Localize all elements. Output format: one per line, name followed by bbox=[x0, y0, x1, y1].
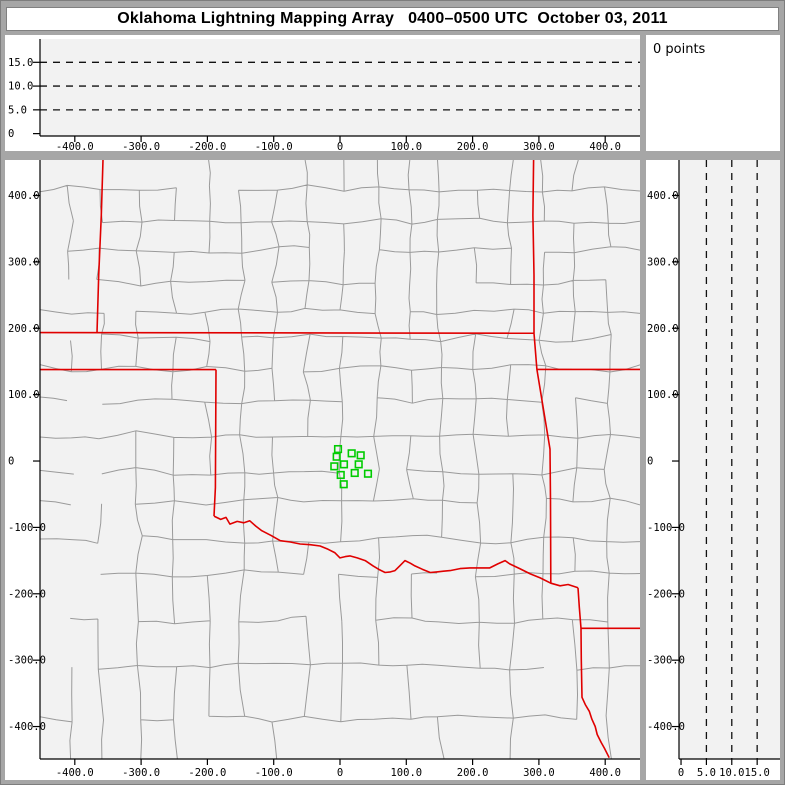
ew-distance-ticks: -400.0 -300.0 -200.0 -100.0 0 100.0 200.0 300.0… bbox=[56, 759, 621, 779]
svg-text:0: 0 bbox=[337, 767, 343, 779]
plan-view-map-panel: -400.0 -300.0 -200.0 -100.0 0 100.0 200.0 300.0… bbox=[5, 160, 640, 780]
svg-text:400.0: 400.0 bbox=[589, 767, 621, 779]
svg-text:200.0: 200.0 bbox=[647, 323, 679, 335]
svg-text:-300.0: -300.0 bbox=[8, 655, 46, 667]
plot-background bbox=[40, 39, 640, 136]
svg-text:-200.0: -200.0 bbox=[188, 767, 226, 779]
svg-text:400.0: 400.0 bbox=[647, 190, 679, 202]
plan-view-group: -400.0 -300.0 -200.0 -100.0 0 100.0 200.0 300.0… bbox=[8, 160, 640, 779]
state-border-line bbox=[533, 333, 552, 584]
plan-view-map: -400.0 -300.0 -200.0 -100.0 0 100.0 200.0 300.0… bbox=[8, 160, 640, 779]
state-borders bbox=[40, 160, 640, 759]
altitude-ew-plot: 0 5.0 10.0 15.0 -400.0 -300.0 -200.0 -100.0 0 100… bbox=[8, 39, 640, 151]
svg-text:-100.0: -100.0 bbox=[8, 522, 46, 534]
lma-station-marker bbox=[363, 469, 373, 478]
svg-text:15.0: 15.0 bbox=[745, 767, 770, 779]
lma-station-marker bbox=[339, 480, 348, 489]
svg-text:100.0: 100.0 bbox=[390, 141, 422, 151]
svg-text:300.0: 300.0 bbox=[647, 256, 679, 268]
svg-text:-200.0: -200.0 bbox=[188, 141, 226, 151]
svg-text:0: 0 bbox=[678, 767, 684, 779]
ew-distance-ticks: -400.0 -300.0 -200.0 -100.0 0 100.0 200.0 300.0… bbox=[56, 136, 621, 151]
svg-text:5.0: 5.0 bbox=[697, 767, 716, 779]
lma-station-marker bbox=[336, 470, 345, 480]
svg-text:-100.0: -100.0 bbox=[647, 522, 685, 534]
lma-station-marker bbox=[347, 449, 356, 458]
points-count-label: 0 points bbox=[653, 42, 706, 57]
svg-text:400.0: 400.0 bbox=[8, 190, 40, 202]
altitude-ew-panel: 0 5.0 10.0 15.0 -400.0 -300.0 -200.0 -100.0 0 100… bbox=[5, 35, 640, 151]
svg-text:-400.0: -400.0 bbox=[56, 767, 94, 779]
altitude-ns-panel: -400.0 -300.0 -200.0 -100.0 0 100.0 200.0 300.0… bbox=[646, 160, 780, 780]
svg-text:15.0: 15.0 bbox=[8, 57, 33, 69]
lma-station-marker bbox=[332, 452, 341, 461]
altitude-dashed-gridlines bbox=[705, 160, 758, 759]
svg-text:400.0: 400.0 bbox=[589, 141, 621, 151]
svg-text:300.0: 300.0 bbox=[523, 141, 555, 151]
lma-station-marker bbox=[330, 462, 339, 471]
altitude-ew-group: 0 5.0 10.0 15.0 -400.0 -300.0 -200.0 -100.0 0 100… bbox=[8, 39, 640, 151]
svg-text:100.0: 100.0 bbox=[8, 389, 40, 401]
page-title: Oklahoma Lightning Mapping Array 0400–05… bbox=[117, 10, 668, 27]
title-bar: Oklahoma Lightning Mapping Array 0400–05… bbox=[6, 7, 779, 31]
lma-stations bbox=[330, 444, 373, 489]
lma-station-marker bbox=[333, 444, 343, 454]
points-count-panel: 0 points bbox=[646, 35, 780, 151]
svg-text:-400.0: -400.0 bbox=[8, 721, 46, 733]
lma-station-marker bbox=[339, 460, 349, 469]
state-border-line bbox=[96, 160, 104, 333]
svg-text:100.0: 100.0 bbox=[390, 767, 422, 779]
state-border-line bbox=[40, 331, 535, 334]
svg-text:200.0: 200.0 bbox=[457, 141, 489, 151]
svg-text:-100.0: -100.0 bbox=[255, 141, 293, 151]
svg-text:10.0: 10.0 bbox=[719, 767, 744, 779]
svg-text:-200.0: -200.0 bbox=[647, 588, 685, 600]
lma-station-marker bbox=[356, 451, 365, 460]
svg-text:200.0: 200.0 bbox=[8, 323, 40, 335]
svg-text:-100.0: -100.0 bbox=[255, 767, 293, 779]
altitude-ns-group: -400.0 -300.0 -200.0 -100.0 0 100.0 200.0 300.0… bbox=[647, 160, 780, 779]
svg-text:0: 0 bbox=[8, 456, 14, 468]
svg-text:-400.0: -400.0 bbox=[647, 721, 685, 733]
state-border-line bbox=[532, 160, 535, 334]
state-border-line bbox=[213, 515, 579, 589]
ns-distance-ticks: -400.0 -300.0 -200.0 -100.0 0 100.0 200.0 300.0… bbox=[8, 190, 46, 733]
altitude-dashed-gridlines bbox=[40, 61, 640, 111]
altitude-ns-plot: -400.0 -300.0 -200.0 -100.0 0 100.0 200.0 300.0… bbox=[647, 160, 780, 779]
svg-text:-300.0: -300.0 bbox=[122, 141, 160, 151]
lma-station-marker bbox=[350, 468, 359, 478]
svg-text:200.0: 200.0 bbox=[457, 767, 489, 779]
svg-text:-300.0: -300.0 bbox=[647, 655, 685, 667]
lma-station-marker bbox=[354, 460, 363, 469]
svg-text:5.0: 5.0 bbox=[8, 104, 27, 116]
svg-text:0: 0 bbox=[647, 456, 653, 468]
svg-text:300.0: 300.0 bbox=[8, 256, 40, 268]
svg-text:100.0: 100.0 bbox=[647, 389, 679, 401]
svg-text:300.0: 300.0 bbox=[523, 767, 555, 779]
plot-background bbox=[679, 160, 780, 759]
ns-distance-ticks: -400.0 -300.0 -200.0 -100.0 0 100.0 200.0 300.0… bbox=[647, 190, 685, 733]
svg-text:-200.0: -200.0 bbox=[8, 588, 46, 600]
svg-text:-400.0: -400.0 bbox=[56, 141, 94, 151]
svg-text:0: 0 bbox=[337, 141, 343, 151]
svg-text:-300.0: -300.0 bbox=[122, 767, 160, 779]
svg-text:0: 0 bbox=[8, 128, 14, 140]
state-border-line bbox=[213, 369, 217, 517]
altitude-ticks: 0 5.0 10.0 15.0 bbox=[8, 57, 40, 140]
svg-text:10.0: 10.0 bbox=[8, 81, 33, 93]
county-lines bbox=[40, 160, 640, 759]
